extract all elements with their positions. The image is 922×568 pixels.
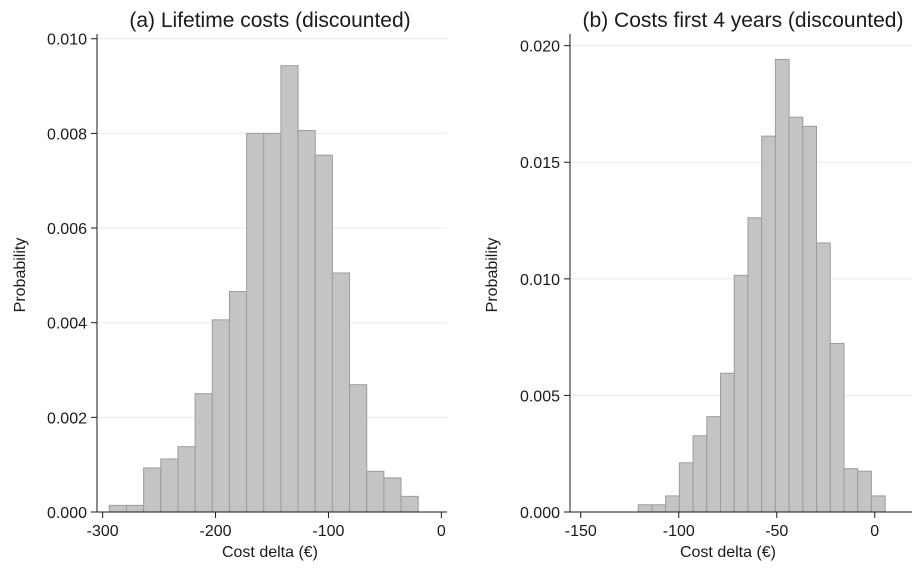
- x-axis-label: Cost delta (€): [680, 544, 776, 561]
- x-axis-label: Cost delta (€): [222, 544, 318, 561]
- x-tick-label: 0: [437, 523, 446, 540]
- histogram-bar: [829, 342, 845, 513]
- histogram-bar: [125, 504, 145, 513]
- histogram-bar: [211, 319, 230, 513]
- y-tick-label: 0.015: [520, 155, 560, 172]
- panel-lifetime-costs: (a) Lifetime costs (discounted) Probabil…: [12, 9, 447, 561]
- histogram-bars: [108, 65, 419, 513]
- y-tick-label: 0.000: [47, 505, 87, 522]
- histogram-bar: [802, 125, 818, 513]
- histogram-bar: [246, 132, 265, 513]
- histogram-bar: [774, 58, 790, 513]
- histogram-bar: [280, 65, 299, 513]
- histogram-bar: [651, 504, 667, 513]
- histogram-bar: [366, 470, 385, 513]
- panel-first-4-years-costs: (b) Costs first 4 years (discounted) Pro…: [484, 9, 912, 561]
- histogram-bar: [706, 416, 722, 513]
- histogram-bar: [108, 504, 127, 513]
- y-tick-label: 0.006: [47, 221, 87, 238]
- histogram-bar: [263, 132, 282, 513]
- y-axis-label: Probability: [484, 238, 501, 313]
- histogram-bar: [870, 495, 886, 513]
- x-tick-label: -100: [312, 523, 344, 540]
- y-axis-label: Probability: [12, 238, 29, 313]
- histogram-bar: [816, 242, 831, 513]
- x-tick-label: -200: [200, 523, 232, 540]
- histogram-bar: [143, 467, 162, 513]
- y-tick-label: 0.002: [47, 410, 87, 427]
- x-tick-label: 0: [870, 523, 879, 540]
- histogram-bar: [331, 272, 351, 513]
- histogram-bar: [194, 393, 213, 513]
- chart-title: (a) Lifetime costs (discounted): [129, 9, 410, 32]
- histogram-bar: [761, 135, 776, 513]
- histogram-bar: [637, 504, 653, 513]
- histogram-bar: [314, 154, 333, 513]
- histogram-bar: [692, 435, 708, 513]
- x-tick-label: -100: [663, 523, 695, 540]
- histogram-bar: [747, 217, 763, 513]
- histogram-bar: [665, 495, 680, 513]
- y-tick-label: 0.020: [520, 39, 560, 56]
- y-tick-label: 0.000: [520, 505, 560, 522]
- x-tick-label: -300: [87, 523, 119, 540]
- y-tick-label: 0.010: [520, 272, 560, 289]
- histogram-bars: [637, 58, 886, 513]
- histogram-bar: [160, 458, 179, 513]
- histogram-bar: [228, 290, 248, 513]
- histogram-bar: [843, 468, 859, 513]
- y-tick-label: 0.004: [47, 316, 87, 333]
- x-tick-label: -50: [765, 523, 788, 540]
- histogram-bar: [720, 372, 735, 513]
- chart-title: (b) Costs first 4 years (discounted): [583, 9, 904, 32]
- histogram-bar: [400, 495, 419, 513]
- y-tick-label: 0.005: [520, 388, 560, 405]
- histogram-bar: [383, 477, 402, 513]
- histogram-bar: [733, 274, 749, 513]
- y-tick-label: 0.010: [47, 32, 87, 49]
- histogram-bar: [788, 116, 804, 513]
- histogram-bar: [297, 130, 316, 513]
- x-tick-label: -150: [565, 523, 597, 540]
- histogram-bar: [857, 470, 872, 513]
- y-tick-label: 0.008: [47, 126, 87, 143]
- histogram-bar: [177, 446, 196, 513]
- histogram-bar: [678, 462, 694, 513]
- histogram-bar: [349, 384, 368, 513]
